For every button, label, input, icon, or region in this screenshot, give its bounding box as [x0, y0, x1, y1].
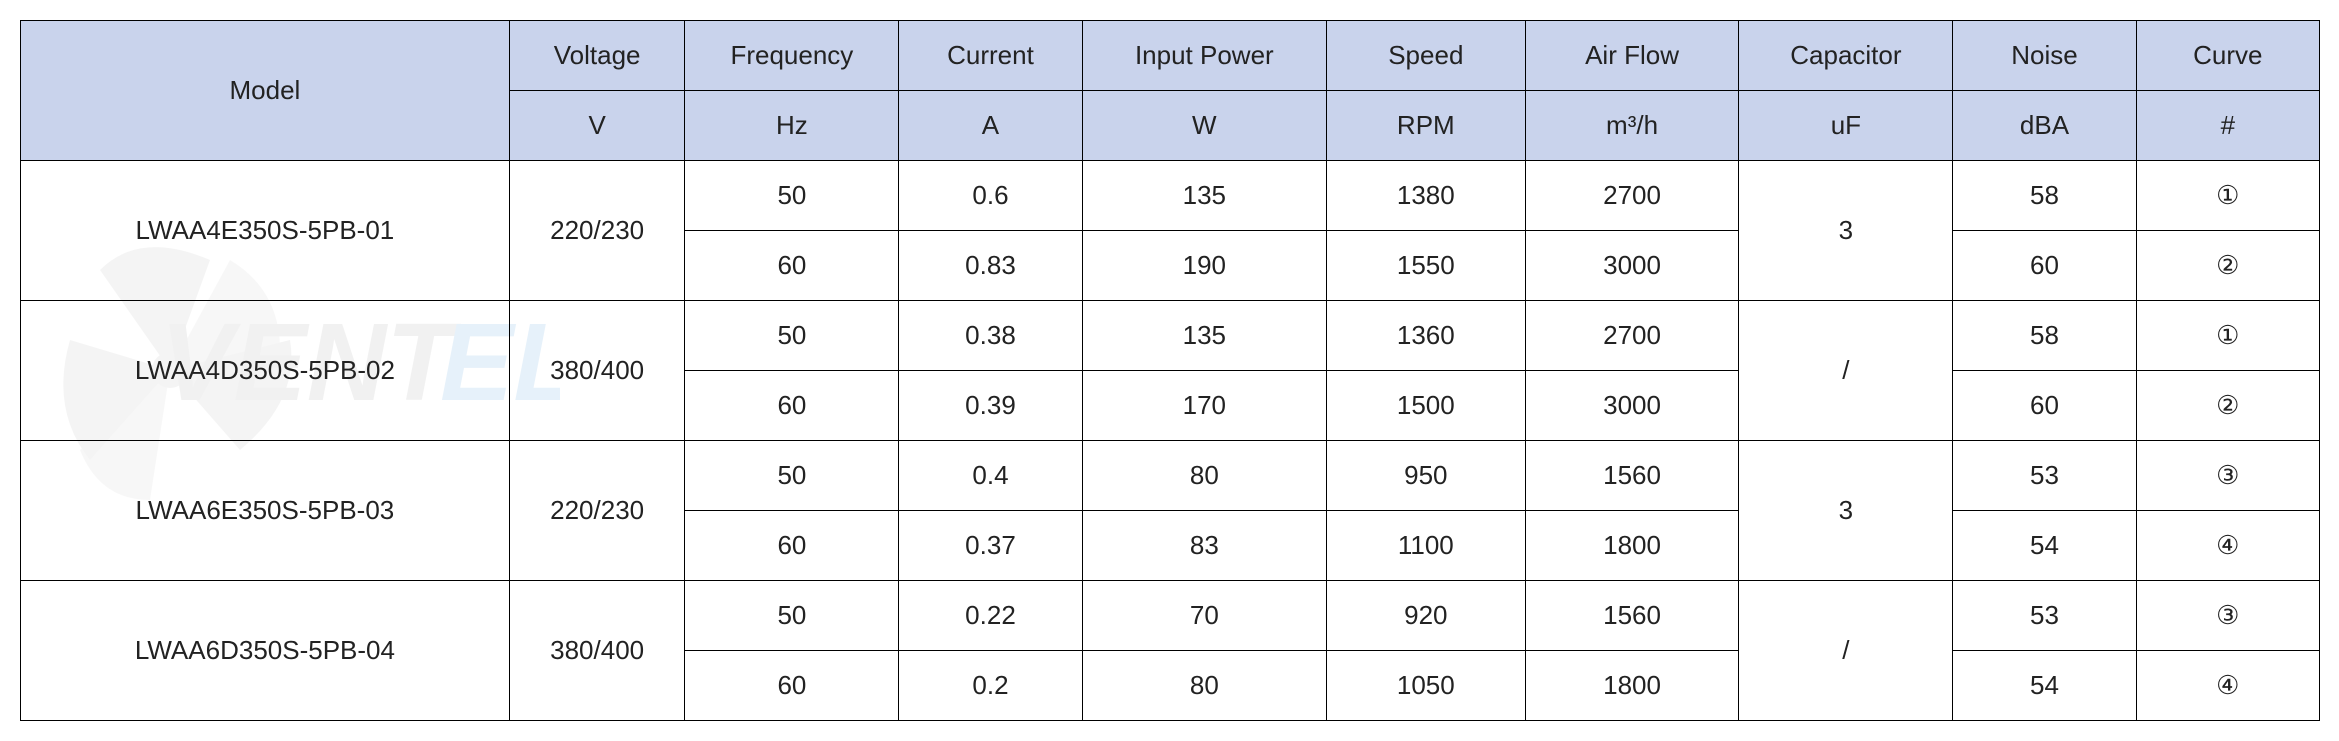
cell-airflow: 1560	[1525, 441, 1739, 511]
col-header-air-flow: Air Flow	[1525, 21, 1739, 91]
cell-speed: 1360	[1327, 301, 1526, 371]
cell-frequency: 60	[685, 231, 899, 301]
cell-noise: 60	[1953, 371, 2136, 441]
cell-current: 0.4	[899, 441, 1082, 511]
unit-noise: dBA	[1953, 91, 2136, 161]
cell-airflow: 3000	[1525, 231, 1739, 301]
table-body: LWAA4E350S-5PB-01 220/230 50 0.6 135 138…	[21, 161, 2320, 721]
unit-speed: RPM	[1327, 91, 1526, 161]
cell-frequency: 60	[685, 511, 899, 581]
cell-curve: ②	[2136, 371, 2319, 441]
col-header-curve: Curve	[2136, 21, 2319, 91]
col-header-frequency: Frequency	[685, 21, 899, 91]
cell-noise: 54	[1953, 651, 2136, 721]
unit-frequency: Hz	[685, 91, 899, 161]
unit-voltage: V	[509, 91, 685, 161]
cell-power: 80	[1082, 651, 1326, 721]
cell-curve: ②	[2136, 231, 2319, 301]
cell-current: 0.38	[899, 301, 1082, 371]
cell-curve: ④	[2136, 511, 2319, 581]
cell-speed: 1100	[1327, 511, 1526, 581]
cell-current: 0.37	[899, 511, 1082, 581]
unit-air-flow: m³/h	[1525, 91, 1739, 161]
cell-voltage: 380/400	[509, 581, 685, 721]
cell-capacitor: 3	[1739, 441, 1953, 581]
cell-speed: 1050	[1327, 651, 1526, 721]
cell-model: LWAA4D350S-5PB-02	[21, 301, 510, 441]
cell-curve: ④	[2136, 651, 2319, 721]
cell-frequency: 50	[685, 161, 899, 231]
cell-airflow: 1800	[1525, 651, 1739, 721]
table-row: LWAA6E350S-5PB-03 220/230 50 0.4 80 950 …	[21, 441, 2320, 511]
cell-model: LWAA4E350S-5PB-01	[21, 161, 510, 301]
cell-model: LWAA6E350S-5PB-03	[21, 441, 510, 581]
cell-airflow: 3000	[1525, 371, 1739, 441]
cell-airflow: 2700	[1525, 161, 1739, 231]
cell-capacitor: 3	[1739, 161, 1953, 301]
col-header-voltage: Voltage	[509, 21, 685, 91]
cell-speed: 1550	[1327, 231, 1526, 301]
cell-capacitor: /	[1739, 581, 1953, 721]
cell-curve: ①	[2136, 161, 2319, 231]
cell-speed: 1380	[1327, 161, 1526, 231]
unit-input-power: W	[1082, 91, 1326, 161]
cell-voltage: 220/230	[509, 441, 685, 581]
cell-power: 170	[1082, 371, 1326, 441]
cell-current: 0.6	[899, 161, 1082, 231]
cell-airflow: 1560	[1525, 581, 1739, 651]
cell-frequency: 60	[685, 651, 899, 721]
table-row: LWAA4E350S-5PB-01 220/230 50 0.6 135 138…	[21, 161, 2320, 231]
col-header-noise: Noise	[1953, 21, 2136, 91]
unit-curve: #	[2136, 91, 2319, 161]
cell-noise: 54	[1953, 511, 2136, 581]
cell-current: 0.2	[899, 651, 1082, 721]
cell-curve: ③	[2136, 581, 2319, 651]
cell-noise: 53	[1953, 441, 2136, 511]
col-header-input-power: Input Power	[1082, 21, 1326, 91]
cell-power: 135	[1082, 301, 1326, 371]
cell-frequency: 50	[685, 581, 899, 651]
cell-curve: ①	[2136, 301, 2319, 371]
cell-voltage: 380/400	[509, 301, 685, 441]
col-header-model: Model	[21, 21, 510, 161]
cell-curve: ③	[2136, 441, 2319, 511]
cell-noise: 60	[1953, 231, 2136, 301]
cell-current: 0.22	[899, 581, 1082, 651]
cell-capacitor: /	[1739, 301, 1953, 441]
unit-capacitor: uF	[1739, 91, 1953, 161]
cell-power: 70	[1082, 581, 1326, 651]
cell-frequency: 60	[685, 371, 899, 441]
cell-power: 135	[1082, 161, 1326, 231]
cell-power: 80	[1082, 441, 1326, 511]
cell-noise: 58	[1953, 161, 2136, 231]
cell-model: LWAA6D350S-5PB-04	[21, 581, 510, 721]
cell-airflow: 1800	[1525, 511, 1739, 581]
header-row-titles: Model Voltage Frequency Current Input Po…	[21, 21, 2320, 91]
cell-power: 190	[1082, 231, 1326, 301]
table-row: LWAA6D350S-5PB-04 380/400 50 0.22 70 920…	[21, 581, 2320, 651]
cell-current: 0.39	[899, 371, 1082, 441]
unit-current: A	[899, 91, 1082, 161]
cell-speed: 950	[1327, 441, 1526, 511]
cell-speed: 1500	[1327, 371, 1526, 441]
col-header-speed: Speed	[1327, 21, 1526, 91]
cell-voltage: 220/230	[509, 161, 685, 301]
spec-table: Model Voltage Frequency Current Input Po…	[20, 20, 2320, 721]
table-row: LWAA4D350S-5PB-02 380/400 50 0.38 135 13…	[21, 301, 2320, 371]
cell-frequency: 50	[685, 441, 899, 511]
col-header-capacitor: Capacitor	[1739, 21, 1953, 91]
cell-power: 83	[1082, 511, 1326, 581]
cell-noise: 58	[1953, 301, 2136, 371]
cell-frequency: 50	[685, 301, 899, 371]
cell-speed: 920	[1327, 581, 1526, 651]
col-header-current: Current	[899, 21, 1082, 91]
cell-airflow: 2700	[1525, 301, 1739, 371]
cell-noise: 53	[1953, 581, 2136, 651]
cell-current: 0.83	[899, 231, 1082, 301]
